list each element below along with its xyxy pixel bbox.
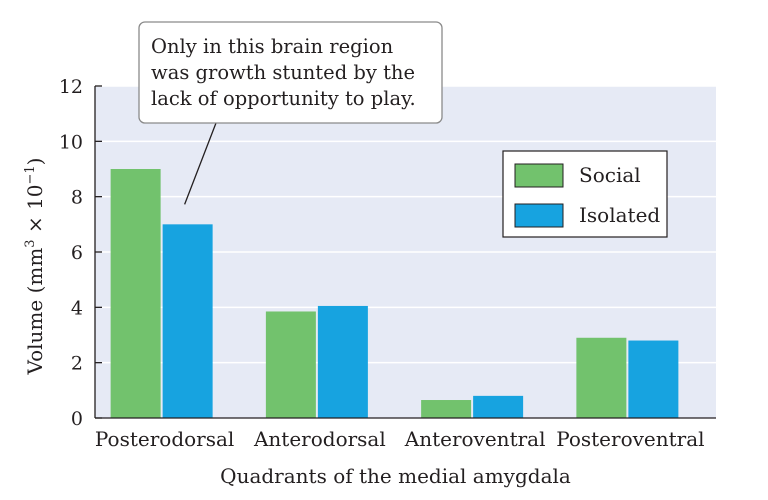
bar-social-anteroventral (421, 400, 472, 418)
x-axis-title: Quadrants of the medial amygdala (220, 464, 571, 488)
legend: Social Isolated (502, 150, 668, 238)
y-tick-label: 0 (71, 408, 83, 430)
x-category-label: Posteroventral (556, 427, 704, 451)
y-tick-label: 6 (71, 242, 83, 264)
annotation: Only in this brain region was growth stu… (138, 21, 443, 205)
legend-swatch-isolated (514, 203, 564, 228)
annotation-line-3: lack of opportunity to play. (151, 87, 416, 110)
y-tick-label: 8 (71, 187, 83, 209)
x-category-label: Posterodorsal (95, 427, 234, 451)
bar-social-posterodorsal (110, 169, 161, 418)
bars (110, 169, 679, 418)
bar-social-posteroventral (576, 337, 627, 418)
y-tick-labels: 0 2 4 6 8 10 12 (59, 76, 83, 430)
bar-isolated-anterodorsal (317, 305, 368, 418)
y-axis-title: Volume (mm3 × 10−1) (23, 157, 47, 375)
annotation-box (138, 21, 443, 124)
x-category-label: Anteroventral (404, 427, 546, 451)
legend-label-social: Social (579, 163, 641, 187)
annotation-line-2: was growth stunted by the (151, 61, 415, 84)
bar-isolated-anteroventral (473, 395, 524, 418)
bar-isolated-posterodorsal (162, 224, 213, 418)
y-tick-label: 12 (59, 76, 83, 98)
axes (94, 85, 716, 419)
y-tick-label: 10 (59, 131, 83, 153)
annotation-leader-line (184, 122, 217, 205)
annotation-line-1: Only in this brain region (151, 35, 394, 58)
legend-label-isolated: Isolated (579, 203, 660, 227)
x-category-labels: Posterodorsal Anterodorsal Anteroventral Po… (95, 427, 705, 451)
y-tick-label: 2 (71, 353, 83, 375)
y-tick-label: 4 (71, 297, 83, 319)
bar-isolated-posteroventral (628, 340, 679, 418)
legend-swatch-social (514, 163, 564, 188)
bar-social-anterodorsal (265, 311, 316, 418)
x-category-label: Anterodorsal (253, 427, 386, 451)
